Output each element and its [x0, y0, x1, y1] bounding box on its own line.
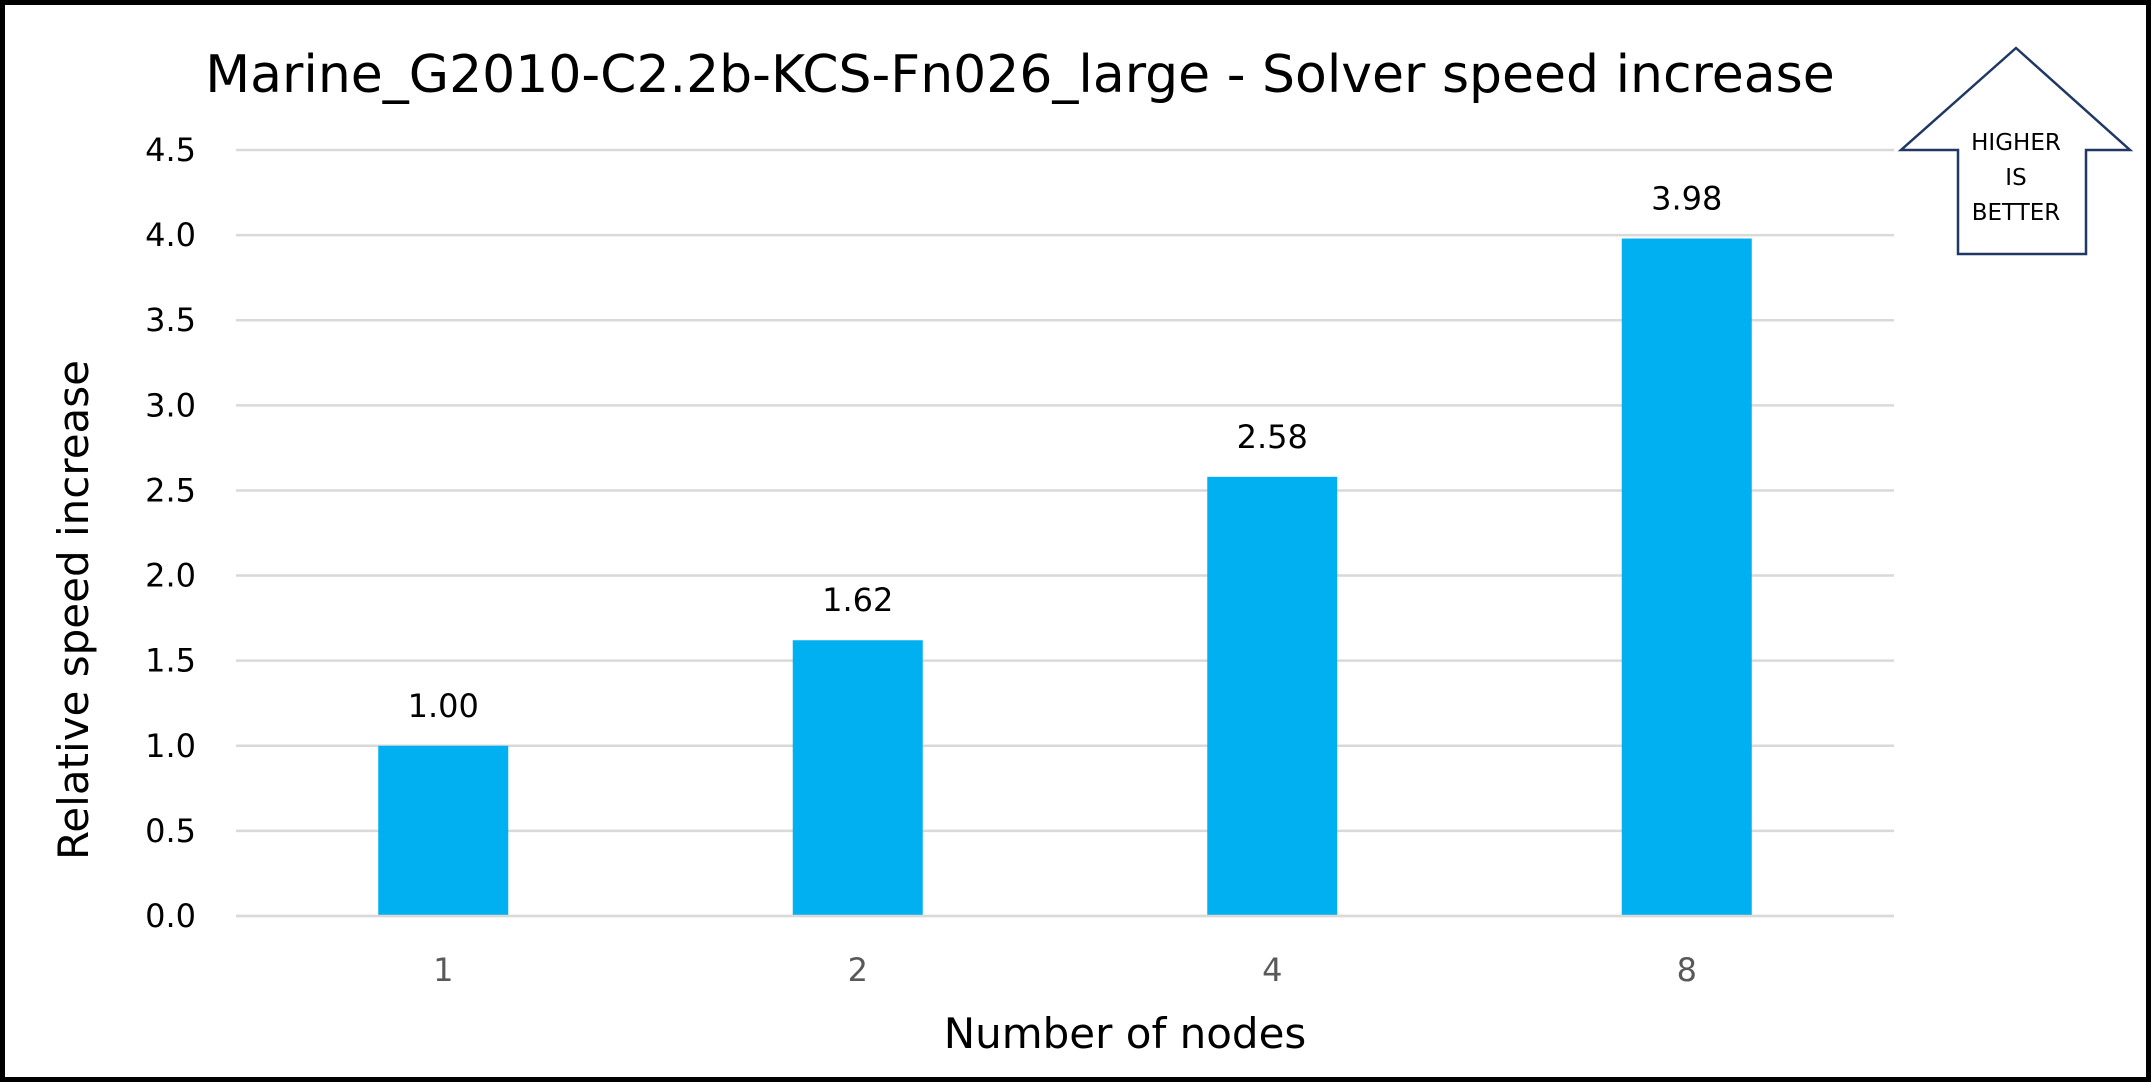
y-axis-title: Relative speed increase: [49, 360, 98, 860]
bar: [1207, 476, 1338, 916]
y-tick-label: 3.0: [145, 386, 196, 424]
callout-line-2: IS: [2005, 165, 2026, 191]
y-tick-label: 4.5: [145, 131, 196, 169]
y-tick-label: 2.5: [145, 471, 196, 509]
bar: [1621, 238, 1752, 916]
data-label: 3.98: [1651, 180, 1722, 218]
callout-line-3: BETTER: [1972, 200, 2061, 226]
data-label: 2.58: [1237, 418, 1308, 456]
x-axis-title: Number of nodes: [944, 1009, 1307, 1058]
y-tick-label: 0.0: [145, 897, 196, 935]
bar: [792, 640, 923, 916]
y-tick-label: 1.0: [145, 727, 196, 765]
chart-title: Marine_G2010-C2.2b-KCS-Fn026_large - Sol…: [205, 45, 1834, 105]
x-tick-label: 4: [1262, 951, 1282, 989]
y-tick-label: 4.0: [145, 216, 196, 254]
callout-line-1: HIGHER: [1971, 130, 2061, 156]
y-tick-label: 3.5: [145, 301, 196, 339]
data-labels: 1.00 1.62 2.58 3.98: [408, 180, 1723, 725]
y-tick-label: 1.5: [145, 642, 196, 680]
y-tick-label: 0.5: [145, 812, 196, 850]
bar: [378, 745, 509, 916]
x-tick-label: 8: [1677, 951, 1697, 989]
x-axis-ticks: 1 2 4 8: [433, 951, 1697, 989]
data-label: 1.00: [408, 687, 479, 725]
up-arrow-icon: [1897, 46, 2134, 256]
x-tick-label: 1: [433, 951, 453, 989]
bars: [236, 238, 1894, 918]
y-axis-ticks: 0.0 0.5 1.0 1.5 2.0 2.5 3.0 3.5 4.0 4.5: [145, 131, 196, 935]
higher-is-better-callout: HIGHER IS BETTER: [1897, 46, 2134, 256]
data-label: 1.62: [822, 581, 893, 619]
x-tick-label: 2: [848, 951, 868, 989]
y-tick-label: 2.0: [145, 557, 196, 595]
